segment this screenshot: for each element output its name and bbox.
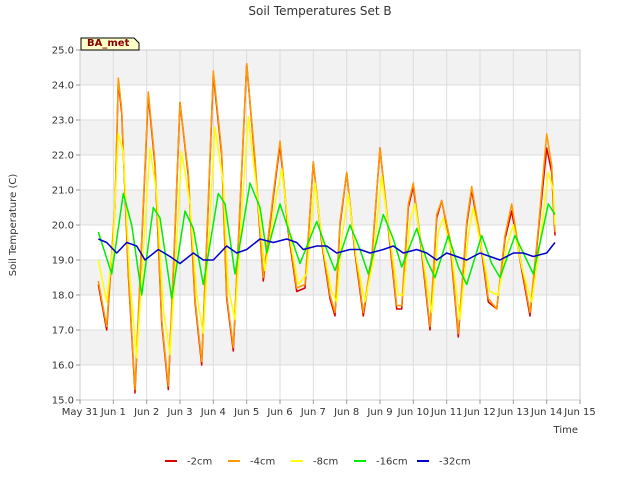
y-tick-label: 20.0 — [52, 221, 74, 232]
x-tick-label: Jun 10 — [397, 407, 430, 418]
chart-title: Soil Temperatures Set B — [248, 4, 391, 18]
legend-item: -16cm — [354, 457, 408, 468]
legend-item: -2cm — [165, 457, 212, 468]
x-tick-label: Jun 3 — [166, 407, 192, 418]
x-tick-label: Jun 5 — [233, 407, 259, 418]
plot-band — [80, 330, 580, 365]
y-axis-title: Soil Temperature (C) — [8, 174, 19, 277]
x-tick-label: Jun 1 — [100, 407, 126, 418]
y-tick-label: 21.0 — [52, 186, 74, 197]
y-tick-label: 17.0 — [52, 326, 74, 337]
legend-item: -8cm — [291, 457, 338, 468]
legend: -2cm -4cm -8cm -16cm -32cm — [165, 457, 471, 468]
plot-band — [80, 85, 580, 120]
y-tick-label: 18.0 — [52, 291, 74, 302]
legend-item: -32cm — [417, 457, 471, 468]
series-line-32cmcm — [98, 238, 556, 265]
y-axis-ticks: 15.0 16.0 17.0 18.0 19.0 20.0 21.0 22.0 23.0 24.0… — [52, 46, 80, 407]
plot-band — [80, 190, 580, 225]
x-axis-ticks: May 31 Jun 1 Jun 2 Jun 3 Jun 4 Jun 5 Jun 6 Jun … — [62, 400, 596, 418]
x-tick-label: May 31 — [62, 407, 99, 418]
x-tick-label: Jun 13 — [497, 407, 530, 418]
badge: BA_met — [80, 37, 140, 51]
y-tick-label: 15.0 — [52, 396, 74, 407]
legend-label: -16cm — [376, 457, 408, 468]
legend-label: -32cm — [439, 457, 471, 468]
x-tick-label: Jun 7 — [300, 407, 326, 418]
plot-band — [80, 260, 580, 295]
x-tick-label: Jun 6 — [266, 407, 292, 418]
x-tick-label: Jun 4 — [200, 407, 226, 418]
x-tick-label: Jun 15 — [563, 407, 596, 418]
badge-box — [80, 37, 140, 51]
x-tick-label: Jun 9 — [366, 407, 392, 418]
x-tick-label: Jun 8 — [333, 407, 359, 418]
y-tick-label: 24.0 — [52, 81, 74, 92]
x-axis-title: Time — [553, 425, 578, 436]
x-tick-label: Jun 14 — [530, 407, 563, 418]
y-tick-label: 25.0 — [52, 46, 74, 57]
y-tick-label: 23.0 — [52, 116, 74, 127]
x-tick-label: Jun 11 — [430, 407, 463, 418]
series-line-16cmcm — [97, 182, 556, 300]
legend-label: -2cm — [187, 457, 212, 468]
legend-label: -8cm — [313, 457, 338, 468]
y-tick-label: 16.0 — [52, 361, 74, 372]
badge-label: BA_met — [87, 38, 130, 49]
y-tick-label: 22.0 — [52, 151, 74, 162]
plot-band — [80, 365, 580, 400]
series-lines — [97, 63, 556, 394]
x-tick-label: Jun 2 — [133, 407, 159, 418]
legend-item: -4cm — [228, 457, 275, 468]
x-tick-label: Jun 12 — [463, 407, 496, 418]
plot-band — [80, 50, 580, 85]
series-line-8cmcm — [97, 115, 556, 359]
y-tick-label: 19.0 — [52, 256, 74, 267]
plot-band — [80, 120, 580, 155]
plot-band — [80, 155, 580, 190]
legend-label: -4cm — [250, 457, 275, 468]
